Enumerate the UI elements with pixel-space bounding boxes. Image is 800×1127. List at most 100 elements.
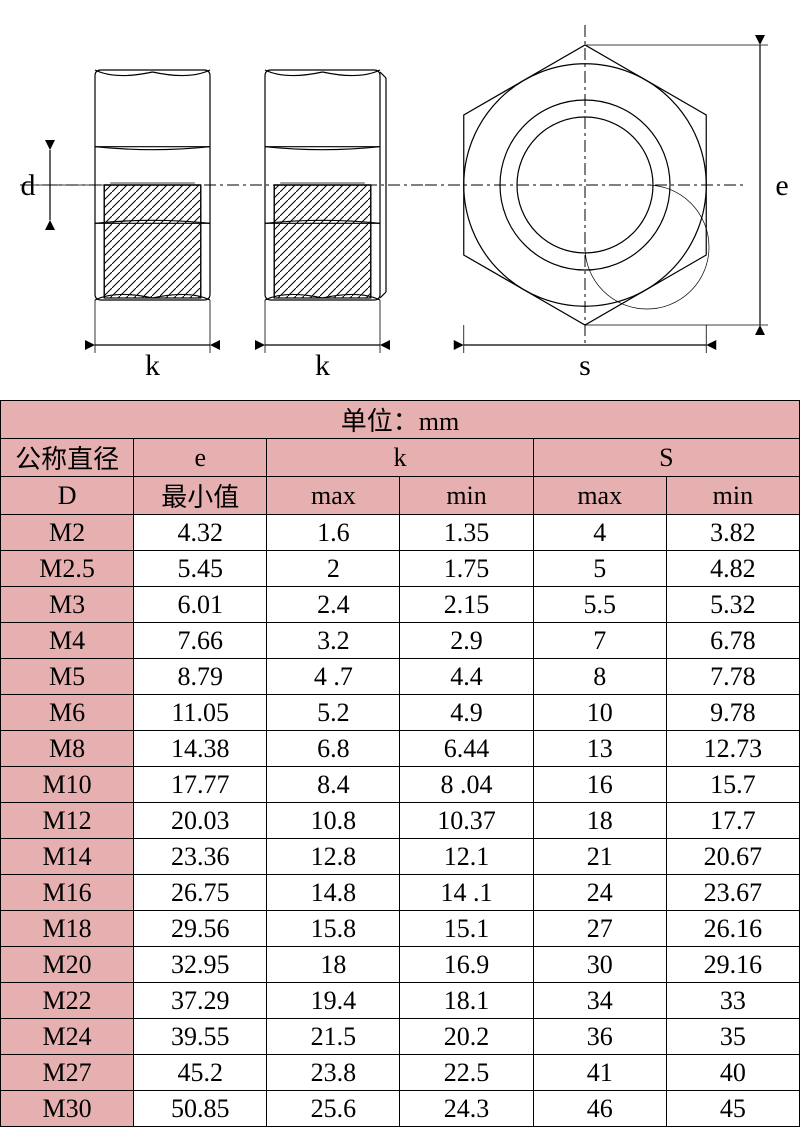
table-cell: 5 [533,551,666,587]
table-row: M2032.951816.93029.16 [1,947,800,983]
table-row: M58.794 .74.487.78 [1,659,800,695]
table-cell: 17.7 [666,803,799,839]
table-cell: 39.55 [134,1019,267,1055]
table-cell: 9.78 [666,695,799,731]
table-cell: 1.35 [400,515,533,551]
table-cell: 41 [533,1055,666,1091]
header-k-max: max [267,477,400,515]
table-cell: M18 [1,911,134,947]
table-row: M2237.2919.418.13433 [1,983,800,1019]
table-cell: 23.36 [134,839,267,875]
table-cell: 8 [533,659,666,695]
table-row: M24.321.61.3543.82 [1,515,800,551]
svg-text:k: k [145,349,160,382]
table-cell: M4 [1,623,134,659]
table-row: M2439.5521.520.23635 [1,1019,800,1055]
table-cell: 18 [533,803,666,839]
header-s-max: max [533,477,666,515]
table-cell: M14 [1,839,134,875]
table-cell: 37.29 [134,983,267,1019]
table-cell: M12 [1,803,134,839]
table-cell: 21.5 [267,1019,400,1055]
table-cell: M10 [1,767,134,803]
table-cell: 13 [533,731,666,767]
table-cell: 24.3 [400,1091,533,1127]
table-cell: 1.75 [400,551,533,587]
table-cell: M20 [1,947,134,983]
table-cell: 8.4 [267,767,400,803]
header-D-label: 公称直径 [1,439,134,477]
table-cell: 24 [533,875,666,911]
table-cell: 4 [533,515,666,551]
table-cell: 30 [533,947,666,983]
table-cell: 5.2 [267,695,400,731]
table-cell: 8 .04 [400,767,533,803]
table-cell: 27 [533,911,666,947]
svg-text:d: d [21,169,36,202]
table-cell: 6.8 [267,731,400,767]
table-cell: 7.66 [134,623,267,659]
table-cell: 11.05 [134,695,267,731]
table-cell: 8.79 [134,659,267,695]
table-cell: 14.8 [267,875,400,911]
table-cell: 6.44 [400,731,533,767]
table-cell: 4.4 [400,659,533,695]
table-row: M611.055.24.9109.78 [1,695,800,731]
table-cell: 25.6 [267,1091,400,1127]
table-row: M1220.0310.810.371817.7 [1,803,800,839]
table-cell: 15.8 [267,911,400,947]
table-cell: M6 [1,695,134,731]
table-cell: 22.5 [400,1055,533,1091]
header-e-sub: 最小值 [134,477,267,515]
table-row: M1017.778.48 .041615.7 [1,767,800,803]
table-cell: 20.03 [134,803,267,839]
table-row: M2745.223.822.54140 [1,1055,800,1091]
unit-label: 单位：mm [1,401,800,439]
table-cell: 3.2 [267,623,400,659]
table-row: M36.012.42.155.55.32 [1,587,800,623]
table-cell: 5.5 [533,587,666,623]
spec-table: 单位：mm 公称直径 e k S D 最小值 max min max min M… [0,400,800,1127]
table-cell: 21 [533,839,666,875]
table-cell: M2 [1,515,134,551]
table-cell: 15.1 [400,911,533,947]
table-cell: 1.6 [267,515,400,551]
table-cell: 2 [267,551,400,587]
table-cell: 40 [666,1055,799,1091]
table-cell: 33 [666,983,799,1019]
table-cell: 20.2 [400,1019,533,1055]
table-cell: 23.8 [267,1055,400,1091]
table-cell: 18.1 [400,983,533,1019]
table-row: M1423.3612.812.12120.67 [1,839,800,875]
table-cell: 32.95 [134,947,267,983]
table-row: M814.386.86.441312.73 [1,731,800,767]
table-cell: 6.78 [666,623,799,659]
table-cell: 10.8 [267,803,400,839]
table-cell: M8 [1,731,134,767]
table-cell: M24 [1,1019,134,1055]
svg-text:k: k [315,349,330,382]
table-cell: 15.7 [666,767,799,803]
table-cell: 29.16 [666,947,799,983]
header-k-min: min [400,477,533,515]
table-cell: 4.32 [134,515,267,551]
table-cell: 2.9 [400,623,533,659]
table-cell: 19.4 [267,983,400,1019]
table-cell: 12.8 [267,839,400,875]
table-cell: M27 [1,1055,134,1091]
table-cell: 2.15 [400,587,533,623]
table-cell: 10 [533,695,666,731]
table-cell: M30 [1,1091,134,1127]
table-cell: M3 [1,587,134,623]
table-cell: 5.32 [666,587,799,623]
header-s-min: min [666,477,799,515]
table-cell: 45 [666,1091,799,1127]
table-cell: 36 [533,1019,666,1055]
table-cell: 12.73 [666,731,799,767]
table-cell: 4.9 [400,695,533,731]
header-S: S [533,439,799,477]
table-cell: 3.82 [666,515,799,551]
table-row: M47.663.22.976.78 [1,623,800,659]
table-cell: 34 [533,983,666,1019]
table-cell: 10.37 [400,803,533,839]
